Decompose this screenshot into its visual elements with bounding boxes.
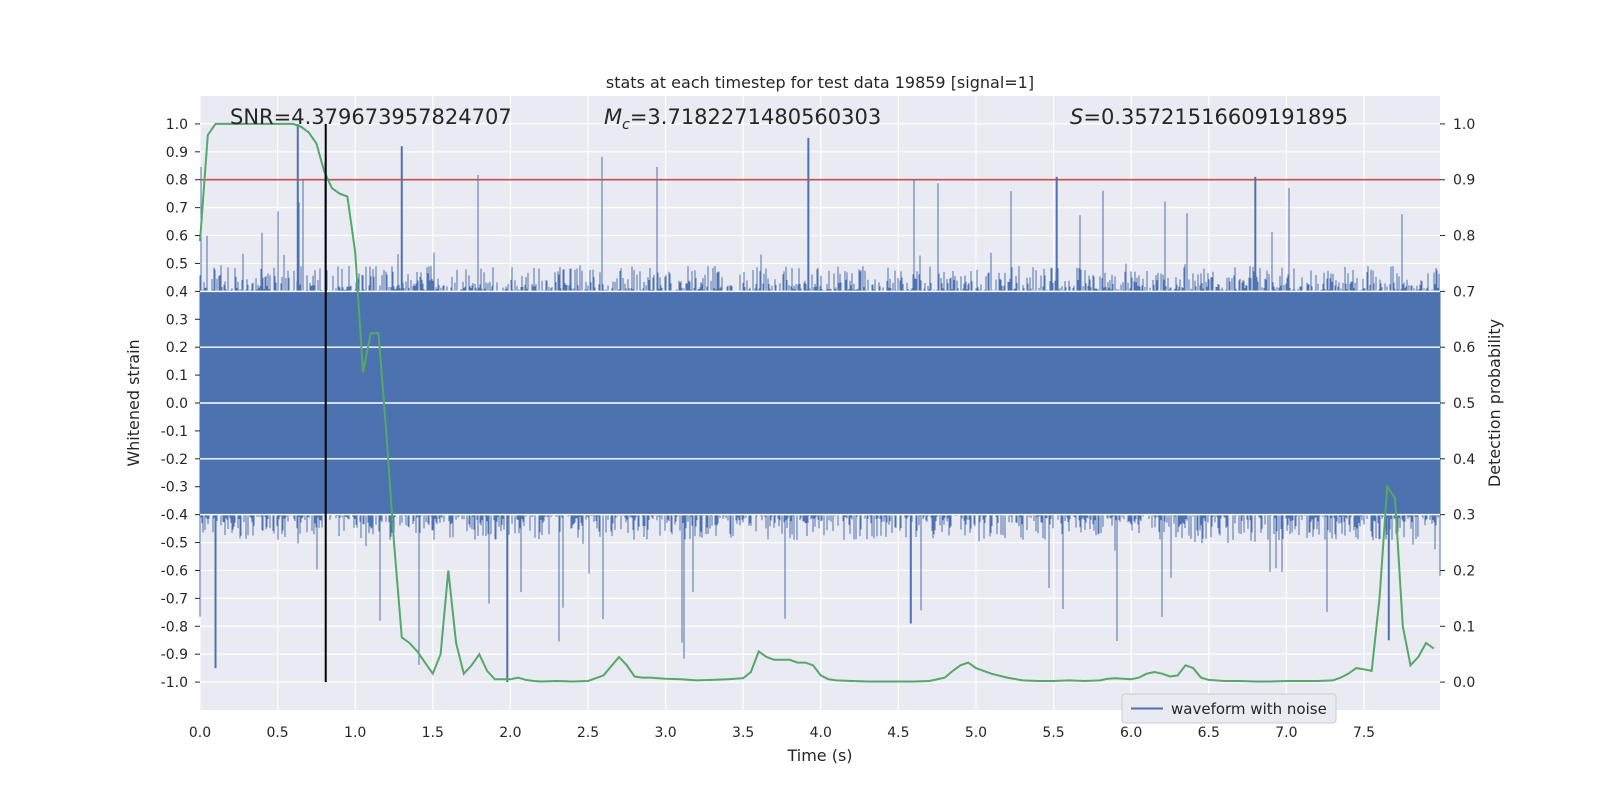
y2-tick-label: 0.1 bbox=[1453, 619, 1475, 635]
y-axis-label: Whitened strain bbox=[124, 339, 143, 466]
x-tick-label: 0.5 bbox=[266, 725, 288, 741]
y2-tick-label: 0.9 bbox=[1453, 173, 1475, 189]
chirp-mass-annotation: Mc=3.7182271480560303 bbox=[604, 105, 881, 133]
y-tick-label: 1.0 bbox=[166, 117, 188, 133]
y-tick-label: -1.0 bbox=[161, 675, 188, 691]
chart-title: stats at each timestep for test data 198… bbox=[606, 73, 1034, 92]
score-symbol: S bbox=[1070, 105, 1083, 129]
y-tick-label: -0.1 bbox=[161, 424, 188, 440]
y-tick-label: -0.9 bbox=[161, 647, 188, 663]
snr-annotation: SNR=4.379673957824707 bbox=[230, 105, 512, 129]
y-tick-label: -0.8 bbox=[161, 619, 188, 635]
x-axis-label: Time (s) bbox=[786, 746, 852, 765]
y-tick-label: -0.5 bbox=[161, 536, 188, 552]
x-tick-label: 1.0 bbox=[344, 725, 366, 741]
x-tick-label: 2.0 bbox=[499, 725, 521, 741]
y-tick-label: 0.1 bbox=[166, 368, 188, 384]
y2-tick-labels: 1.0 0.9 0.8 0.7 0.6 0.5 0.4 0.3 0.2 0.1 0.0 bbox=[1440, 117, 1475, 691]
legend-label-waveform: waveform with noise bbox=[1171, 700, 1327, 718]
x-tick-label: 4.0 bbox=[810, 725, 832, 741]
y-tick-label: 0.0 bbox=[166, 396, 188, 412]
x-tick-label: 3.5 bbox=[732, 725, 754, 741]
y-tick-label: 0.4 bbox=[166, 284, 188, 300]
legend: waveform with noise bbox=[1121, 693, 1337, 724]
x-tick-label: 0.0 bbox=[189, 725, 211, 741]
x-tick-label: 6.0 bbox=[1120, 725, 1142, 741]
y-tick-label: 0.7 bbox=[166, 201, 188, 217]
y-tick-label: 0.5 bbox=[166, 256, 188, 272]
x-tick-label: 5.0 bbox=[965, 725, 987, 741]
x-tick-label: 3.0 bbox=[654, 725, 676, 741]
x-tick-label: 5.5 bbox=[1042, 725, 1064, 741]
chirp-mass-subscript: c bbox=[622, 117, 630, 133]
y-tick-label: 0.3 bbox=[166, 312, 188, 328]
y2-tick-label: 0.6 bbox=[1453, 340, 1475, 356]
x-tick-label: 2.5 bbox=[577, 725, 599, 741]
x-tick-label: 6.5 bbox=[1198, 725, 1220, 741]
score-value: =0.35721516609191895 bbox=[1083, 105, 1348, 129]
y-tick-label: -0.6 bbox=[161, 563, 188, 579]
y-tick-label: -0.2 bbox=[161, 452, 188, 468]
y-tick-labels: 1.0 0.9 0.8 0.7 0.6 0.5 0.4 0.3 0.2 0.1 0.0 -0.1 -0.… bbox=[161, 117, 200, 691]
y2-tick-label: 0.7 bbox=[1453, 284, 1475, 300]
y2-axis-label: Detection probability bbox=[1485, 319, 1504, 487]
threshold-lines bbox=[200, 178, 1440, 516]
y2-tick-label: 0.0 bbox=[1453, 675, 1475, 691]
y-tick-label: 0.2 bbox=[166, 340, 188, 356]
y-tick-label: -0.7 bbox=[161, 591, 188, 607]
x-tick-label: 1.5 bbox=[422, 725, 444, 741]
y-tick-label: -0.3 bbox=[161, 480, 188, 496]
x-tick-label: 7.0 bbox=[1275, 725, 1297, 741]
chirp-mass-value: =3.7182271480560303 bbox=[630, 105, 881, 129]
y-tick-label: 0.6 bbox=[166, 229, 188, 245]
score-annotation: S=0.35721516609191895 bbox=[1070, 105, 1348, 129]
x-tick-label: 7.5 bbox=[1353, 725, 1375, 741]
y-tick-label: -0.4 bbox=[161, 508, 188, 524]
y2-tick-label: 0.2 bbox=[1453, 563, 1475, 579]
y2-tick-label: 0.3 bbox=[1453, 508, 1475, 524]
y2-tick-label: 0.4 bbox=[1453, 452, 1475, 468]
y2-tick-label: 1.0 bbox=[1453, 117, 1475, 133]
y-tick-label: 0.8 bbox=[166, 173, 188, 189]
x-tick-label: 4.5 bbox=[887, 725, 909, 741]
legend-box bbox=[1121, 693, 1337, 724]
x-tick-labels: 0.0 0.5 1.0 1.5 2.0 2.5 3.0 3.5 4.0 4.5 5.0 5.5 6.0 6… bbox=[189, 725, 1375, 741]
detection-probability-line bbox=[199, 122, 1435, 683]
y2-tick-label: 0.5 bbox=[1453, 396, 1475, 412]
chirp-mass-symbol: M bbox=[604, 105, 622, 129]
y2-tick-label: 0.8 bbox=[1453, 229, 1475, 245]
y-tick-label: 0.9 bbox=[166, 145, 188, 161]
